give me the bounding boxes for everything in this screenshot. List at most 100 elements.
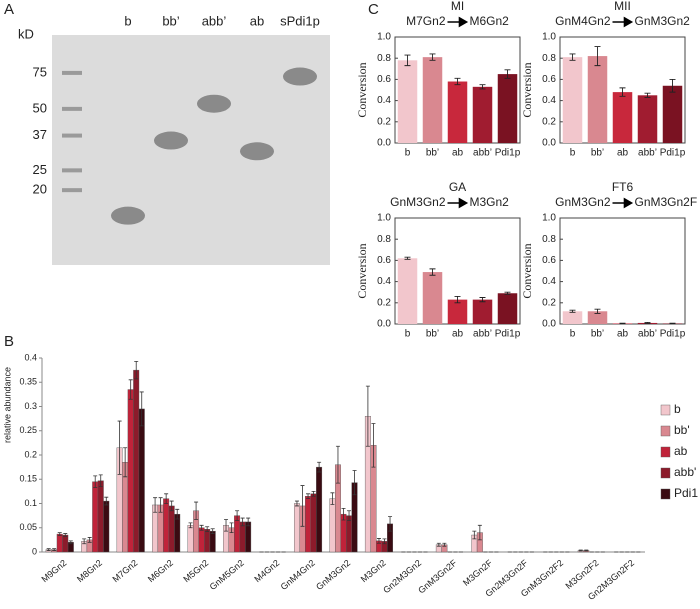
- chart-title: GA: [449, 180, 466, 194]
- y-tick-label: 1.0: [377, 213, 391, 224]
- bar: [612, 92, 633, 143]
- bar: [562, 57, 583, 143]
- bar: [662, 85, 683, 143]
- bar: [329, 498, 336, 553]
- panel-label: A: [4, 1, 14, 18]
- bar: [174, 513, 181, 553]
- legend-swatch: [660, 425, 671, 437]
- error-bar: [194, 501, 199, 520]
- error-bar: [134, 360, 139, 380]
- y-tick-label: 1.0: [542, 32, 556, 43]
- bar: [138, 408, 145, 553]
- y-tick-label: 0.6: [542, 255, 556, 266]
- y-tick-label: 0.4: [542, 276, 556, 287]
- error-bar: [644, 321, 651, 324]
- x-tick-label: Pdi1p: [660, 329, 686, 340]
- x-tick-label: GnM5Gn2: [208, 558, 246, 592]
- error-bar: [594, 308, 601, 314]
- error-bar: [128, 379, 133, 400]
- error-bar: [382, 538, 387, 545]
- legend-swatch: [660, 446, 671, 458]
- bar: [422, 57, 443, 143]
- bar: [62, 534, 69, 553]
- error-bar: [175, 508, 180, 520]
- gel: [52, 35, 330, 265]
- error-bar: [504, 69, 511, 79]
- error-bar: [594, 46, 601, 67]
- x-tick-label: M3Gn2F: [461, 557, 495, 587]
- error-bar: [158, 497, 163, 513]
- error-bar: [347, 510, 352, 521]
- y-tick-label: 0.6: [542, 74, 556, 85]
- error-bar: [365, 385, 370, 447]
- legend-swatch: [660, 404, 671, 416]
- bar: [103, 500, 110, 553]
- lane-label: abb’: [202, 13, 227, 28]
- bar: [305, 496, 311, 553]
- x-tick-label: abb’: [473, 148, 492, 159]
- y-tick-label: 0.0: [377, 138, 391, 149]
- error-bar: [429, 268, 436, 276]
- protein-band: [197, 94, 231, 113]
- legend-label: ab: [674, 444, 688, 458]
- error-bar: [246, 517, 251, 527]
- bar: [497, 74, 518, 143]
- error-bar: [454, 77, 461, 86]
- error-bar: [164, 493, 169, 504]
- y-tick-label: 0.8: [542, 234, 556, 245]
- error-bar: [311, 490, 316, 497]
- y-tick-label: 20: [33, 182, 47, 197]
- y-axis-label: Conversion: [355, 62, 369, 117]
- y-tick-label: 1.0: [377, 32, 391, 43]
- bar: [127, 389, 134, 553]
- error-bar: [205, 526, 210, 533]
- error-bar: [341, 507, 346, 521]
- product: M6Gn2: [470, 14, 510, 28]
- error-bar: [371, 423, 376, 468]
- panel-label: B: [4, 333, 14, 350]
- y-tick-label: 0.1: [24, 498, 37, 508]
- protein-band: [111, 206, 145, 225]
- y-tick-label: 0: [32, 546, 37, 556]
- x-tick-label: GnM3Gn2: [314, 558, 352, 592]
- x-tick-label: bb’: [591, 329, 604, 340]
- chart-title: MI: [451, 0, 464, 13]
- x-tick-label: abb’: [638, 329, 657, 340]
- ladder-band: [62, 70, 82, 75]
- y-tick-label: 0.15: [19, 474, 37, 484]
- ladder-band: [62, 188, 82, 193]
- x-tick-label: abb’: [638, 148, 657, 159]
- arrow: [612, 16, 634, 28]
- legend-swatch: [660, 467, 671, 479]
- y-tick-label: 0.8: [542, 53, 556, 64]
- error-bar: [388, 516, 393, 532]
- y-axis-label: kD: [18, 26, 34, 41]
- x-tick-label: M6Gn2: [146, 558, 175, 585]
- bar: [472, 86, 493, 143]
- x-tick-label: Pdi1p: [495, 329, 521, 340]
- error-bar: [98, 474, 103, 487]
- y-tick-label: 37: [33, 127, 47, 142]
- error-bar: [300, 485, 305, 527]
- y-tick-label: 0.2: [377, 297, 391, 308]
- protein-band: [283, 67, 317, 86]
- bar: [397, 60, 418, 143]
- error-bar: [199, 524, 204, 531]
- error-bar: [479, 297, 486, 303]
- y-tick-label: 0.2: [542, 297, 556, 308]
- error-bar: [235, 510, 240, 521]
- x-tick-label: M9Gn2: [40, 558, 69, 585]
- arrow: [447, 16, 469, 28]
- lane-label: sPdi1p: [280, 13, 320, 28]
- y-tick-label: 0.35: [19, 377, 37, 387]
- lane-label: bb’: [162, 13, 179, 28]
- ladder-band: [62, 168, 82, 173]
- y-tick-label: 1.0: [542, 213, 556, 224]
- x-tick-label: bb’: [591, 148, 604, 159]
- error-bar: [123, 447, 128, 478]
- arrow: [612, 197, 634, 209]
- error-bar: [472, 530, 477, 540]
- bar: [239, 521, 246, 553]
- error-bar: [404, 256, 411, 260]
- error-bar: [454, 295, 461, 304]
